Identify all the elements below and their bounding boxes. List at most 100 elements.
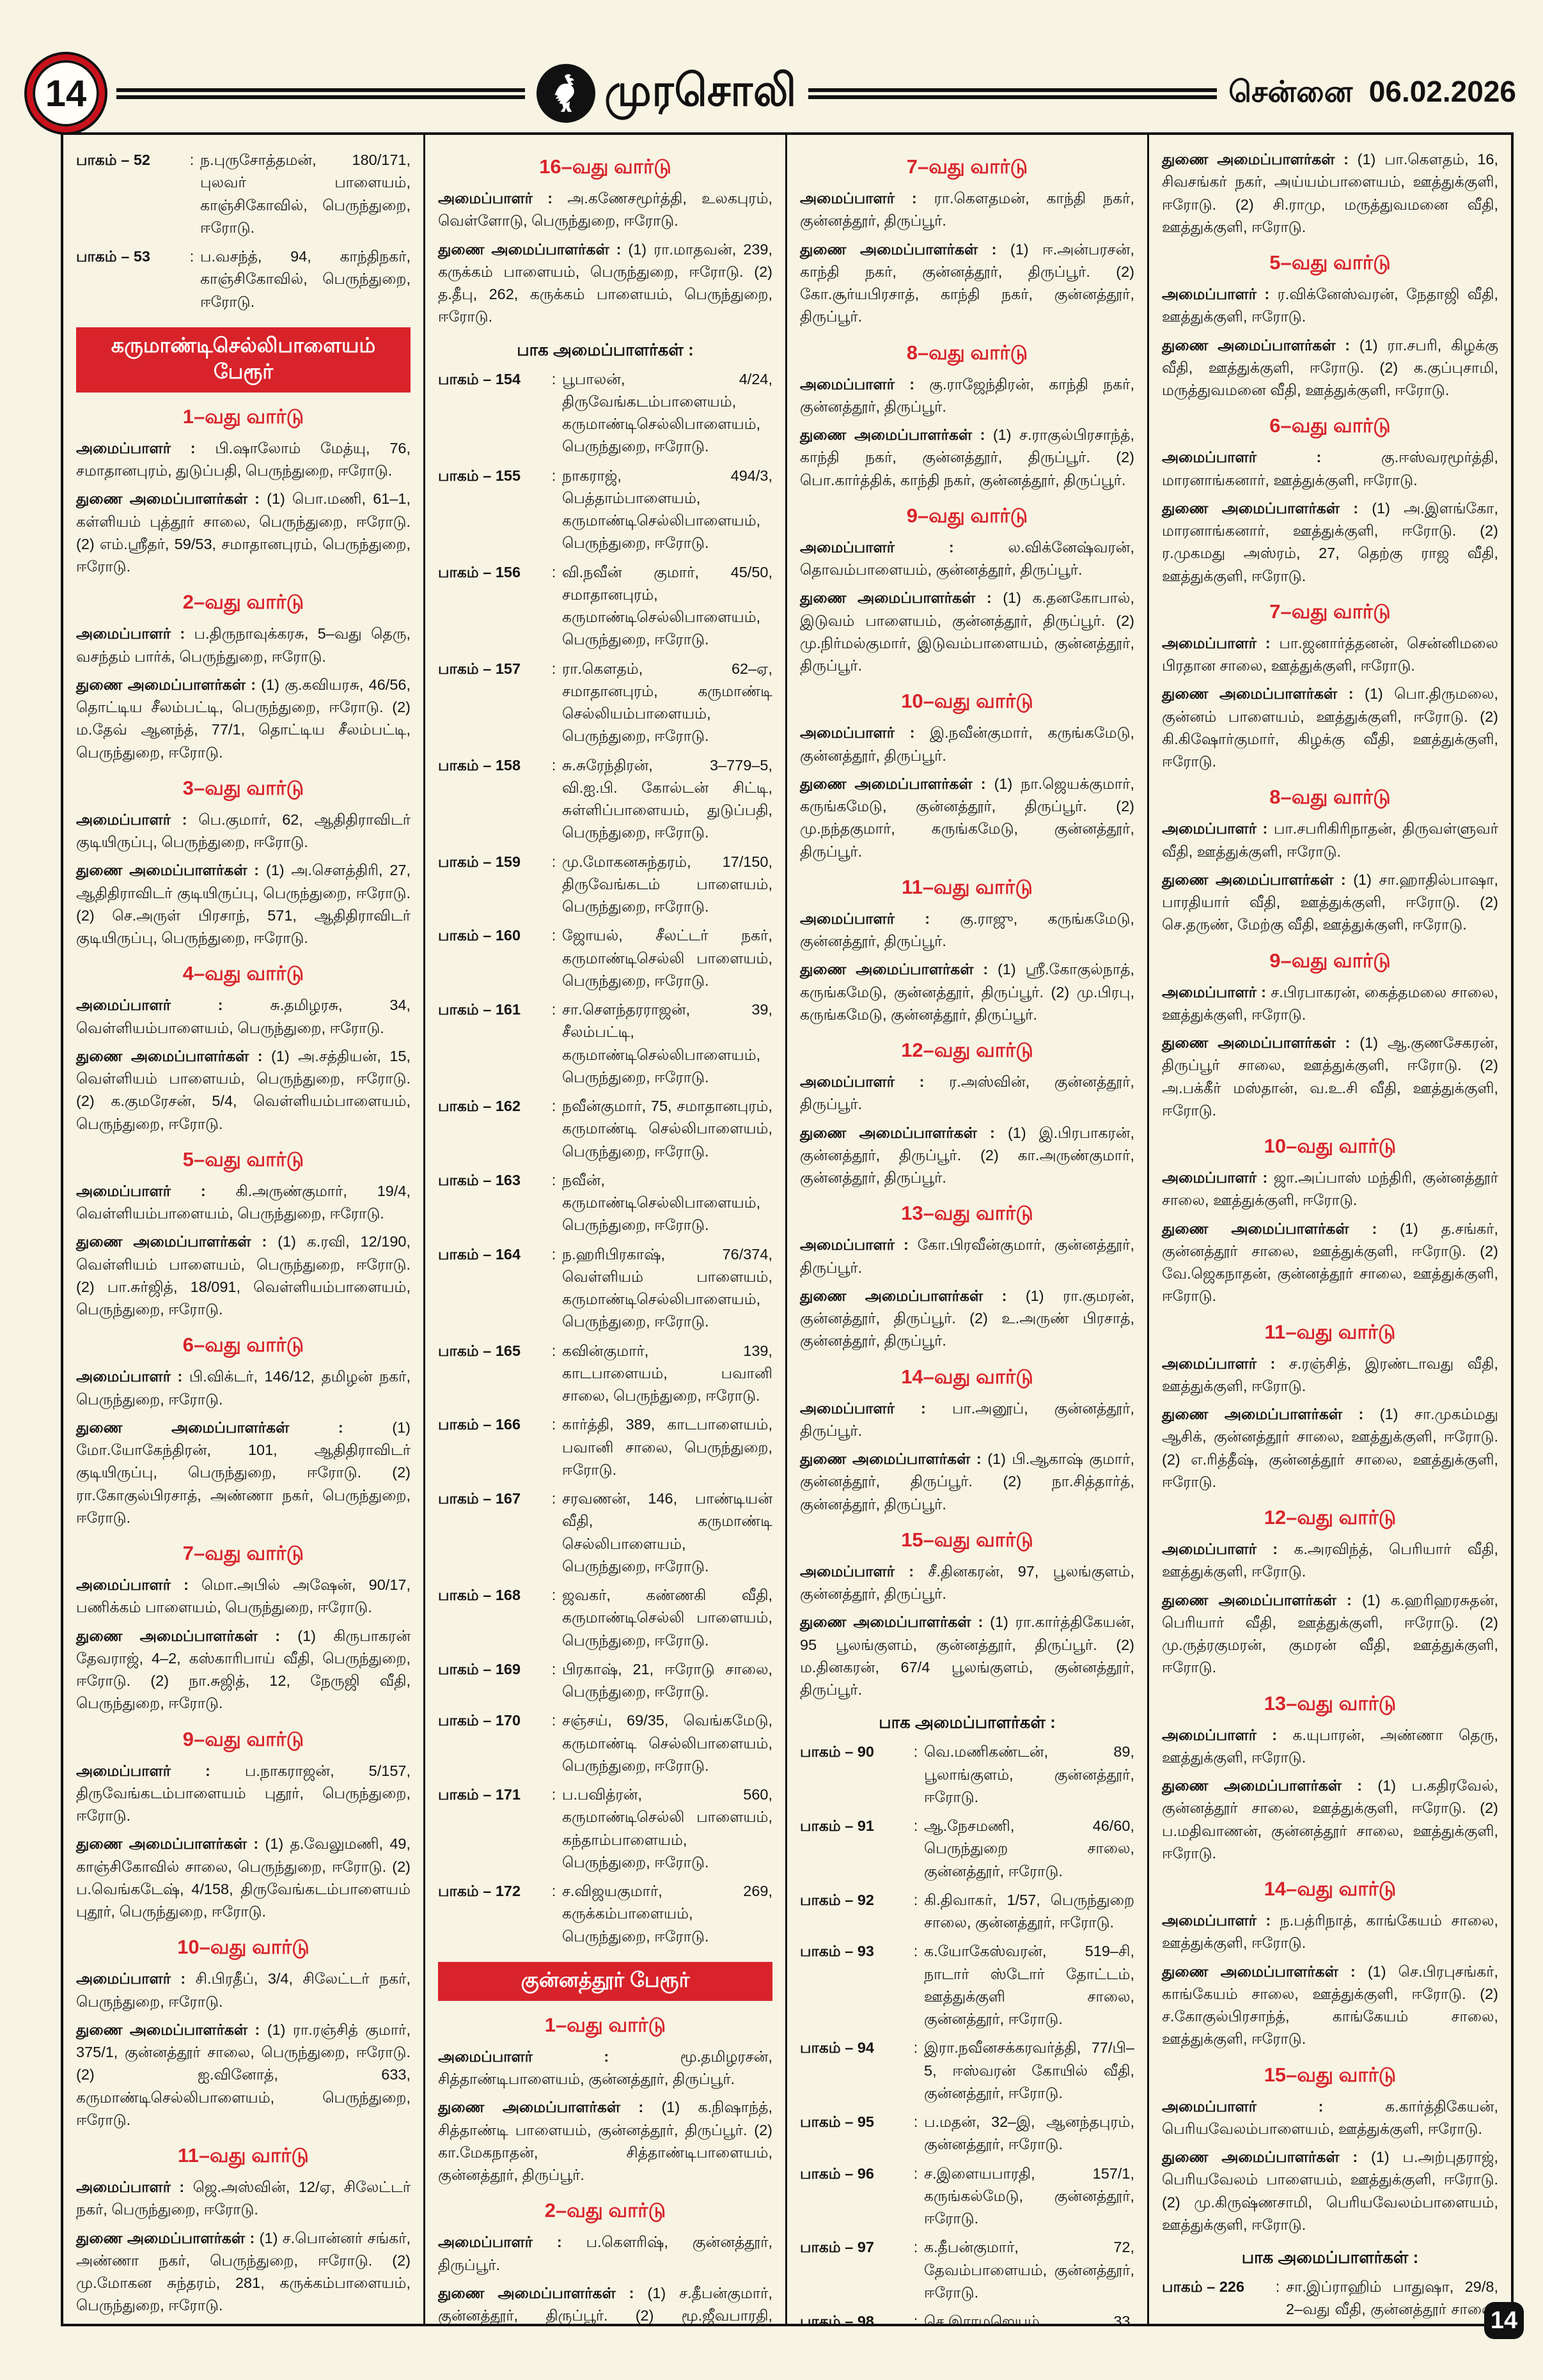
part-text: இரா.நவீனசக்கரவர்த்தி, 77/பி–5, ஈஸ்வரன் க… [924,2039,1134,2101]
entry-label: துணை அமைப்பாளர்கள் : [800,1614,991,1631]
organizer-entry: அமைப்பாளர் : க.யுபாரன், அண்ணா தெரு, ஊத்த… [1162,1726,1498,1766]
entry-label: அமைப்பாளர் : [1162,1169,1274,1186]
ward-heading: 10–வது வார்டு [901,690,1033,713]
entry-label: அமைப்பாளர் : [438,190,568,206]
part-entry: பாகம் – 226: சா.இப்ராஹிம் பாதுஷா, 29/8, 2… [1162,2276,1498,2324]
organizer-entry: அமைப்பாளர் : க.அரவிந்த், பெரியார் வீதி, … [1162,1541,1498,1580]
ward-heading: 12–வது வார்டு [901,1039,1033,1061]
entry-label: அமைப்பாளர் : [800,190,934,206]
organizer-entry: அமைப்பாளர் : பா.அனூப், குன்னத்தூர், திரு… [800,1399,1134,1439]
part-entry: பாகம் – 171: ப.பவித்ரன், 560, கருமாண்டிசெ… [438,1784,772,1874]
part-colon: : [551,1171,556,1188]
part-colon: : [551,1416,556,1433]
part-entry: பாகம் – 93: க.யோகேஸ்வரன், 519–சி, நாடார் … [800,1940,1134,2030]
part-label: பாகம் – 171 [438,1786,521,1803]
deputy-entry: துணை அமைப்பாளர்கள் : (1) ரா.சபரி, கிழக்க… [1162,336,1498,399]
entry-label: அமைப்பாளர் : [800,1073,950,1090]
part-colon: : [913,2239,918,2256]
organizer-entry: அமைப்பாளர் : பி.விக்டர், 146/12, தமிழன் … [76,1368,411,1408]
deputy-entry: துணை அமைப்பாளர்கள் : (1) க.ரவி, 12/190, … [76,1233,411,1318]
entry-label: அமைப்பாளர் : [800,1562,928,1580]
part-colon: : [551,1712,556,1729]
part-text: கார்த்தி, 389, காடபாளையம், பவானி சாலை, ப… [562,1416,772,1478]
organizer-entry: அமைப்பாளர் : பா.ஜனார்த்தனன், சென்னிமலை ப… [1162,634,1498,674]
deputy-entry: துணை அமைப்பாளர்கள் : (1) அ.சத்தியன், 15,… [76,1047,411,1132]
entry-label: அமைப்பாளர் : [1162,634,1280,651]
footer-page-number-badge: 14 [1484,2302,1524,2339]
organizer-entry: அமைப்பாளர் : பி.ஷாலோம் மேத்யு, 76, சமாதா… [76,439,411,479]
deputy-entry: துணை அமைப்பாளர்கள் : (1) இ.பிரபாகரன், கு… [800,1124,1135,1186]
entry-label: துணை அமைப்பாளர்கள் : [76,1233,278,1250]
organizer-entry: அமைப்பாளர் : அ.கணேசமூர்த்தி, உலகபுரம், வ… [438,190,773,229]
entry-label: அமைப்பாளர் : [76,1970,196,1987]
ward-heading: 11–வது வார்டு [1264,1320,1396,1343]
entry-label: அமைப்பாளர் : [1162,1726,1293,1743]
ward-heading: 6–வது வார்டு [1269,414,1391,437]
ward-heading: 5–வது வார்டு [1269,251,1391,274]
ward-heading: 9–வது வார்டு [182,1727,304,1750]
deputy-entry: துணை அமைப்பாளர்கள் : (1) சா.ஹாதில்பாஷா, … [1162,871,1499,933]
entry-label: துணை அமைப்பாளர்கள் : [76,1627,298,1644]
part-label: பாகம் – 53 [76,248,150,265]
entry-label: துணை அமைப்பாளர்கள் : [438,2284,648,2301]
part-entry: பாகம் – 156: வி.நவீன் குமார், 45/50, சமாத… [438,561,772,651]
entry-label: அமைப்பாளர் : [76,811,199,828]
part-label: பாகம் – 97 [800,2239,874,2256]
entry-label: அமைப்பாளர் : [1162,2097,1386,2115]
deputy-entry: துணை அமைப்பாளர்கள் : (1) ஆ.குணசேகரன், தி… [1162,1034,1499,1119]
entry-label: அமைப்பாளர் : [800,1399,952,1417]
part-label: பாகம் – 164 [438,1245,521,1263]
organizer-entry: அமைப்பாளர் : ச.ரஞ்சித், இரண்டாவது வீதி, … [1162,1355,1499,1394]
entry-label: துணை அமைப்பாளர்கள் : [800,1124,1008,1141]
entry-label: துணை அமைப்பாளர்கள் : [1162,1963,1368,1980]
part-entry: பாகம் – 162: நவீன்குமார், 75, சமாதானபுரம்… [438,1095,772,1163]
organizer-entry: அமைப்பாளர் : ந.பத்ரிநாத், காங்கேயம் சாலை… [1162,1912,1498,1952]
organizer-entry: அமைப்பாளர் : மொ.அபில் அஷேன், 90/17, பணிக… [76,1576,411,1616]
ward-heading: 7–வது வார்டு [182,1542,304,1564]
column-1: பாகம் – 52: ந.புருசோத்தமன், 180/171, புலவ… [63,135,425,2324]
part-text: சு.சுரேந்திரன், 3–779–5, வி.ஐ.பி. கோல்டன… [562,756,772,841]
deputy-entry: துணை அமைப்பாளர்கள் : (1) அ.இளங்கோ, மாரனா… [1162,499,1498,584]
part-entry: பாகம் – 169: பிரகாஷ், 21, ஈரோடு சாலை, பெர… [438,1658,772,1704]
part-text: பிரகாஷ், 21, ஈரோடு சாலை, பெருந்துறை, ஈரோ… [562,1660,772,1700]
part-entry: பாகம் – 168: ஜவகர், கண்ணகி வீதி, கருமாண்ட… [438,1584,772,1652]
entry-label: துணை அமைப்பாளர்கள் : [800,240,1010,258]
part-label: பாகம் – 158 [438,756,521,774]
ward-heading: 9–வது வார்டு [906,504,1028,527]
part-text: நவீன், கருமாண்டிசெல்லிபாளையம், பெருந்துற… [562,1171,761,1234]
deputy-entry: துணை அமைப்பாளர்கள் : (1) த.சங்கர், குன்ன… [1162,1220,1499,1305]
part-colon: : [913,1943,918,1960]
ward-heading: 2–வது வார்டு [182,591,304,614]
entry-label: அமைப்பாளர் : [1162,820,1274,837]
entry-label: அமைப்பாளர் : [76,439,215,456]
part-list-heading: பாக அமைப்பாளர்கள் : [879,1713,1056,1732]
part-colon: : [551,1660,556,1677]
part-colon: : [551,370,556,387]
ward-heading: 6–வது வார்டு [182,1334,304,1357]
entry-label: துணை அமைப்பாளர்கள் : [1162,151,1358,167]
organizer-entry: அமைப்பாளர் : கு.ஈஸ்வரமூர்த்தி, மாரனாங்கன… [1162,449,1498,488]
part-label: பாகம் – 166 [438,1416,521,1433]
organizer-entry: அமைப்பாளர் : ஜா.அப்பாஸ் மந்திரி, குன்னத்… [1162,1169,1499,1209]
entry-label: துணை அமைப்பாளர்கள் : [1162,2149,1372,2165]
entry-label: அமைப்பாளர் : [800,375,930,393]
edition-day: 06.02.2026 [1368,74,1517,108]
part-entry: பாகம் – 157: ரா.கௌதம், 62–ஏ, சமாதானபுரம்,… [438,658,772,748]
deputy-entry: துணை அமைப்பாளர்கள் : (1) பொ.திருமலை, குன… [1162,685,1498,770]
part-text: மு.மோகனசுந்தரம், 17/150, திருவேங்கடம் பா… [562,853,772,915]
edition-city: சென்னை [1228,74,1353,108]
ward-heading: 13–வது வார்டு [901,1202,1033,1225]
part-colon: : [913,2113,918,2130]
part-text: ப.பவித்ரன், 560, கருமாண்டிசெல்லி பாளையம்… [562,1786,772,1871]
entry-label: துணை அமைப்பாளர்கள் : [76,1835,265,1853]
entry-label: துணை அமைப்பாளர்கள் : [1162,1034,1360,1051]
part-text: சா.இப்ராஹிம் பாதுஷா, 29/8, 2–வது வீதி, க… [1286,2278,1498,2324]
part-list-heading: பாக அமைப்பாளர்கள் : [517,339,694,359]
organizer-entry: அமைப்பாளர் : க.கார்த்திகேயன், பெரியவேலம்… [1162,2097,1498,2137]
entry-label: துணை அமைப்பாளர்கள் : [76,1419,393,1436]
entry-label: அமைப்பாளர் : [438,2234,586,2251]
part-label: பாகம் – 95 [800,2113,874,2130]
part-label: பாகம் – 92 [800,1891,874,1908]
part-text: நாகராஜ், 494/3, பெத்தாம்பாளையம், கருமாண்… [562,467,772,552]
part-text: வி.நவீன் குமார், 45/50, சமாதானபுரம், கரு… [562,563,772,648]
